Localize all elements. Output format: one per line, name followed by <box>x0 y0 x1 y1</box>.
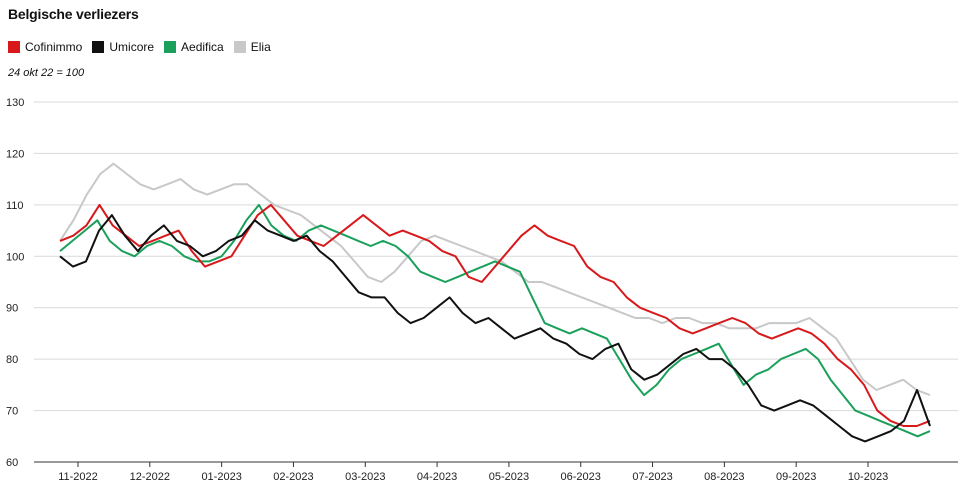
legend-label-elia: Elia <box>250 40 271 54</box>
series-line-aedifica <box>59 203 931 438</box>
legend-label-umicore: Umicore <box>109 40 155 54</box>
y-tick-label-80: 80 <box>6 354 18 366</box>
series-line-umicore <box>59 214 931 443</box>
legend-item-cofinimmo: Cofinimmo <box>8 40 82 54</box>
x-tick-label-5: 04-2023 <box>417 471 457 483</box>
y-tick-label-60: 60 <box>6 457 18 469</box>
legend-item-elia: Elia <box>233 40 271 54</box>
legend-swatch-cofinimmo <box>8 41 20 53</box>
legend-label-cofinimmo: Cofinimmo <box>25 40 83 54</box>
x-tick-label-8: 07-2023 <box>632 471 672 483</box>
x-tick-label-3: 02-2023 <box>273 471 313 483</box>
legend-swatch-umicore <box>92 41 105 53</box>
x-tick-label-7: 06-2023 <box>561 471 601 483</box>
chart-subtitle: 24 okt 22 = 100 <box>8 67 85 79</box>
x-tick-label-2: 01-2023 <box>201 471 241 483</box>
y-tick-label-120: 120 <box>6 148 24 160</box>
legend-item-umicore: Umicore <box>92 40 154 54</box>
legend-swatch-aedifica <box>164 41 177 53</box>
series-line-elia <box>59 162 931 397</box>
x-tick-label-0: 11-2022 <box>58 471 98 483</box>
x-tick-label-6: 05-2023 <box>489 471 529 483</box>
y-tick-label-110: 110 <box>6 200 24 212</box>
x-tick-label-11: 10-2023 <box>848 471 888 483</box>
y-tick-label-70: 70 <box>6 406 18 418</box>
x-tick-label-4: 03-2023 <box>345 471 385 483</box>
legend: Cofinimmo Umicore Aedifica Elia <box>8 40 281 54</box>
chart-title: Belgische verliezers <box>8 6 139 22</box>
legend-label-aedifica: Aedifica <box>181 40 224 54</box>
y-tick-label-130: 130 <box>6 97 24 109</box>
y-tick-label-90: 90 <box>6 303 18 315</box>
x-tick-label-9: 08-2023 <box>704 471 744 483</box>
series-line-cofinimmo <box>59 203 931 427</box>
x-tick-label-1: 12-2022 <box>130 471 170 483</box>
y-tick-label-100: 100 <box>6 251 24 263</box>
legend-swatch-elia <box>233 41 246 53</box>
x-tick-label-10: 09-2023 <box>776 471 816 483</box>
legend-item-aedifica: Aedifica <box>164 40 224 54</box>
